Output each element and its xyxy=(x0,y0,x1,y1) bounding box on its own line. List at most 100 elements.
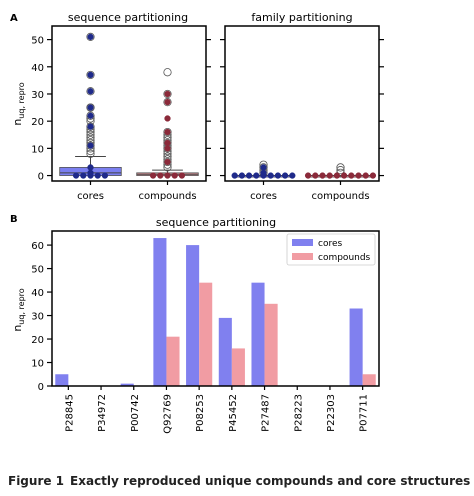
point-compounds xyxy=(171,172,178,179)
outlier-cores xyxy=(86,133,95,142)
point-compounds xyxy=(164,90,171,98)
point-compounds xyxy=(319,172,326,179)
x-tick-label-compounds: compounds xyxy=(311,191,369,202)
outlier-cores xyxy=(86,130,95,139)
x-tick-label-cores: cores xyxy=(77,191,104,202)
point-cores xyxy=(245,172,253,179)
panel-a-ylabel: nuq, repro xyxy=(11,82,26,125)
outlier-compounds xyxy=(163,68,172,77)
y-tick-label: 0 xyxy=(38,382,44,393)
outlier-cores xyxy=(86,111,95,120)
y-tick-label: 10 xyxy=(31,144,44,155)
bar-cores-P08253 xyxy=(186,245,200,386)
legend-swatch-cores xyxy=(292,239,313,246)
outlier-cores xyxy=(86,87,95,96)
bar-cores-P27487 xyxy=(251,282,265,386)
y-tick-label: 30 xyxy=(31,312,44,323)
panel-b-plot: 0 10 20 30 40 50 60 P28845 P34972 P00742 Q92769 P0… xyxy=(31,230,380,434)
panel-b-title: sequence partitioning xyxy=(156,216,276,229)
outlier-compounds xyxy=(163,127,172,137)
y-tick-label: 0 xyxy=(38,172,44,183)
y-tick-label: 50 xyxy=(31,265,44,276)
legend: cores compounds xyxy=(286,233,376,266)
point-cores xyxy=(281,172,289,179)
caption-title: Exactly reproduced unique compounds and … xyxy=(70,474,471,488)
point-compounds xyxy=(157,172,164,179)
y-tick-label: 30 xyxy=(31,90,44,101)
point-compounds xyxy=(164,145,171,152)
panel-a-right-title: family partitioning xyxy=(251,11,352,24)
panel-b-ylabel: nuq, repro xyxy=(11,288,26,331)
point-cores xyxy=(72,172,80,179)
point-cores xyxy=(274,172,282,179)
x-tick-label-P28845: P28845 xyxy=(64,394,75,432)
panel-a-right-frame xyxy=(224,25,380,182)
point-cores xyxy=(87,33,94,41)
point-compounds xyxy=(326,172,333,179)
outlier-cores xyxy=(86,103,95,112)
point-cores xyxy=(267,172,274,179)
bar-cores-Q92769 xyxy=(153,238,167,386)
x-tick-label-P27487: P27487 xyxy=(261,394,272,432)
point-cores xyxy=(87,169,94,176)
bar-compounds-P27487 xyxy=(264,303,278,386)
panel-b-x-axis: P28845 P34972 P00742 Q92769 P08253 P45452 P274… xyxy=(64,386,370,434)
point-cores xyxy=(87,104,94,111)
point-cores xyxy=(238,172,246,179)
point-compounds xyxy=(369,172,377,179)
x-tick-label-P34972: P34972 xyxy=(97,394,108,432)
bar-cores-P45452 xyxy=(218,317,232,386)
outlier-compounds xyxy=(163,98,172,107)
x-tick-label-compounds: compounds xyxy=(138,191,196,202)
point-cores xyxy=(87,112,94,119)
outlier-compounds xyxy=(163,89,172,99)
x-tick-label-P07711: P07711 xyxy=(359,394,370,432)
point-cores xyxy=(94,172,101,179)
bar-compounds-P07711 xyxy=(362,374,376,386)
panel-b-frame xyxy=(51,230,380,387)
figure: A sequence partitioning family partition… xyxy=(10,11,384,434)
point-cores xyxy=(87,123,94,130)
bar-compounds-P08253 xyxy=(199,282,213,386)
outlier-cores xyxy=(86,149,95,158)
bar-cores-P07711 xyxy=(349,308,363,386)
panel-a-left-frame xyxy=(51,25,207,182)
point-compounds xyxy=(355,172,362,179)
x-tick-label-P08253: P08253 xyxy=(195,394,206,432)
x-tick-label-P22303: P22303 xyxy=(326,394,337,432)
point-compounds xyxy=(164,172,171,179)
point-cores xyxy=(87,71,94,79)
point-compounds xyxy=(333,172,341,179)
point-cores xyxy=(80,172,87,179)
x-tick-label-P00742: P00742 xyxy=(130,394,141,432)
figure-caption: Figure 1 Exactly reproduced unique compou… xyxy=(8,474,470,488)
panel-a-left-title: sequence partitioning xyxy=(68,11,188,24)
y-tick-label: 60 xyxy=(31,241,44,252)
point-compounds xyxy=(164,115,171,122)
point-cores xyxy=(87,142,94,149)
point-cores xyxy=(260,169,267,176)
outlier-cores xyxy=(86,70,95,80)
bar-compounds-P45452 xyxy=(231,348,245,386)
point-compounds xyxy=(178,172,186,179)
legend-label-cores: cores xyxy=(318,239,342,249)
outlier-cores xyxy=(86,141,95,150)
x-tick-label-cores: cores xyxy=(250,191,277,202)
bar-compounds-Q92769 xyxy=(166,336,180,386)
outlier-cores xyxy=(86,122,95,131)
point-compounds xyxy=(164,98,171,106)
point-compounds xyxy=(149,172,157,179)
y-tick-label: 50 xyxy=(31,36,44,47)
y-tick-label: 10 xyxy=(31,359,44,370)
x-tick-label-P45452: P45452 xyxy=(228,394,239,432)
point-cores xyxy=(231,172,238,179)
legend-swatch-compounds xyxy=(292,253,313,260)
outlier-compounds xyxy=(336,166,345,175)
outlier-compounds xyxy=(163,157,172,167)
panel-label-a: A xyxy=(10,13,18,24)
point-compounds xyxy=(340,172,348,179)
point-compounds xyxy=(164,139,171,147)
y-tick-label: 20 xyxy=(31,335,44,346)
y-tick-label: 40 xyxy=(31,288,44,299)
point-cores xyxy=(260,164,267,171)
